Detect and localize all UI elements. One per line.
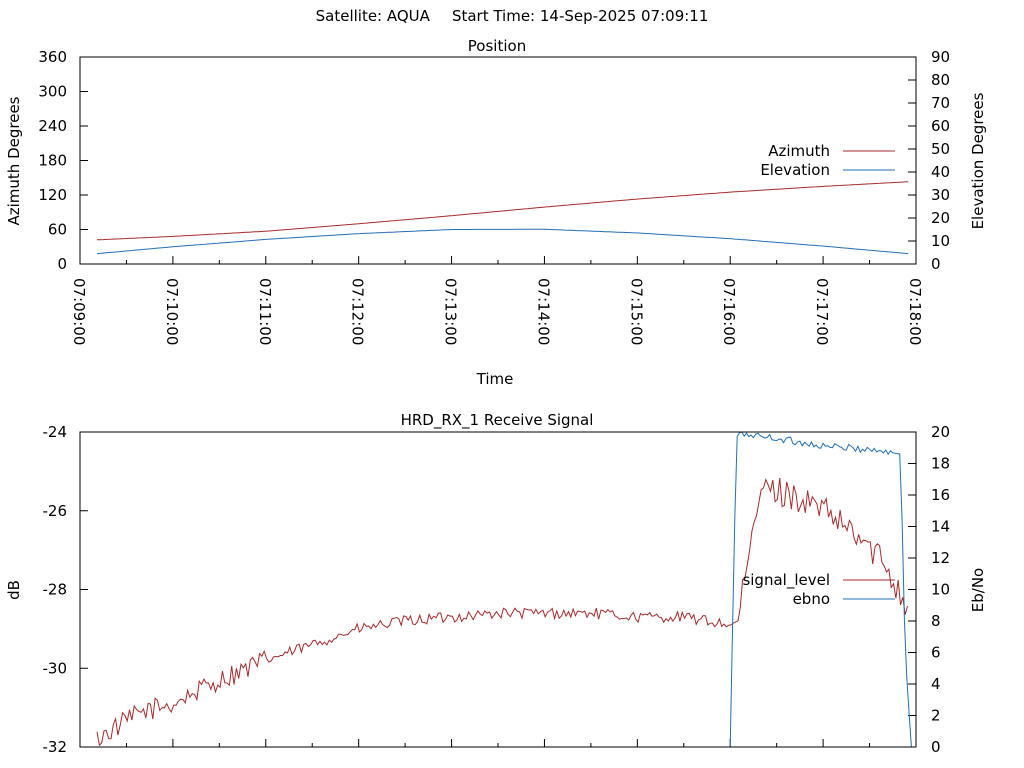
chart-title: HRD_RX_1 Receive Signal	[401, 411, 594, 430]
y2-tick-label: 16	[931, 486, 950, 504]
series-line-ebno	[729, 431, 912, 748]
y-tick-label: 360	[38, 48, 67, 66]
y2-tick-label: 14	[931, 518, 950, 536]
x-tick-label: 07:18:00	[906, 278, 924, 345]
y-tick-label: -30	[43, 659, 68, 677]
series-line-signal_level	[96, 478, 908, 747]
y-tick-label: 240	[38, 117, 67, 135]
x-tick-label: 07:14:00	[534, 278, 552, 345]
y2-tick-label: 4	[931, 675, 941, 693]
y-tick-label: 180	[38, 152, 67, 170]
y-tick-label: -32	[43, 738, 68, 756]
y2-tick-label: 10	[931, 581, 950, 599]
y-axis-label: Azimuth Degrees	[5, 96, 23, 225]
y2-axis-label: Elevation Degrees	[969, 92, 987, 229]
series-line-elevation	[96, 228, 909, 255]
legend-label-ebno: ebno	[793, 590, 830, 608]
page-header: Satellite: AQUA Start Time: 14-Sep-2025 0…	[0, 7, 1024, 25]
legend-label-signal_level: signal_level	[742, 571, 830, 590]
chart-title: Position	[468, 37, 526, 55]
plot-frame	[79, 431, 917, 748]
satellite-label: Satellite: AQUA	[315, 7, 430, 25]
y2-tick-label: 12	[931, 549, 950, 567]
tick-group: 0 60 120 180 240 300 360 0 10 20 30 40 50 60 70 80 90 07:…	[38, 48, 950, 345]
x-tick-label: 07:12:00	[349, 278, 367, 345]
y-tick-label: 120	[38, 186, 67, 204]
y2-tick-label: 90	[931, 48, 950, 66]
y2-tick-label: 80	[931, 71, 950, 89]
y2-tick-label: 20	[931, 423, 950, 441]
series-group	[96, 181, 909, 255]
y-tick-label: 60	[48, 221, 67, 239]
y-tick-label: 0	[57, 255, 67, 273]
y-tick-label: -26	[43, 502, 68, 520]
legend-label-azimuth: Azimuth	[768, 142, 830, 160]
y2-tick-label: 60	[931, 117, 950, 135]
y2-tick-label: 70	[931, 94, 950, 112]
y2-tick-label: 40	[931, 163, 950, 181]
tick-group: -32 -30 -28 -26 -24 0 2 4 6 8 10 12 14 16 18 20	[43, 423, 951, 756]
position-chart: Position Azimuth Degrees Elevation Degre…	[5, 37, 987, 388]
y2-tick-label: 20	[931, 209, 950, 227]
y2-tick-label: 18	[931, 455, 950, 473]
x-tick-label: 07:17:00	[813, 278, 831, 345]
y-tick-label: -24	[43, 423, 68, 441]
y2-tick-label: 8	[931, 612, 941, 630]
x-tick-label: 07:10:00	[163, 278, 181, 345]
y2-tick-label: 50	[931, 140, 950, 158]
y-tick-label: -28	[43, 581, 68, 599]
plot-frame	[79, 56, 917, 265]
x-tick-label: 07:09:00	[70, 278, 88, 345]
x-tick-label: 07:16:00	[720, 278, 738, 345]
y2-tick-label: 10	[931, 232, 950, 250]
x-tick-label: 07:11:00	[256, 278, 274, 345]
y2-tick-label: 30	[931, 186, 950, 204]
y2-tick-label: 0	[931, 738, 941, 756]
x-axis-label: Time	[476, 370, 514, 388]
y2-tick-label: 0	[931, 255, 941, 273]
y-axis-label: dB	[5, 580, 23, 600]
x-tick-label: 07:13:00	[442, 278, 460, 345]
series-group	[96, 431, 912, 748]
y2-axis-label: Eb/No	[969, 568, 987, 612]
x-tick-label: 07:15:00	[627, 278, 645, 345]
y2-tick-label: 6	[931, 644, 941, 662]
y-tick-label: 300	[38, 83, 67, 101]
series-line-azimuth	[96, 181, 909, 241]
y2-tick-label: 2	[931, 707, 941, 725]
legend-label-elevation: Elevation	[760, 161, 830, 179]
start-time-label: Start Time: 14-Sep-2025 07:09:11	[451, 7, 709, 25]
